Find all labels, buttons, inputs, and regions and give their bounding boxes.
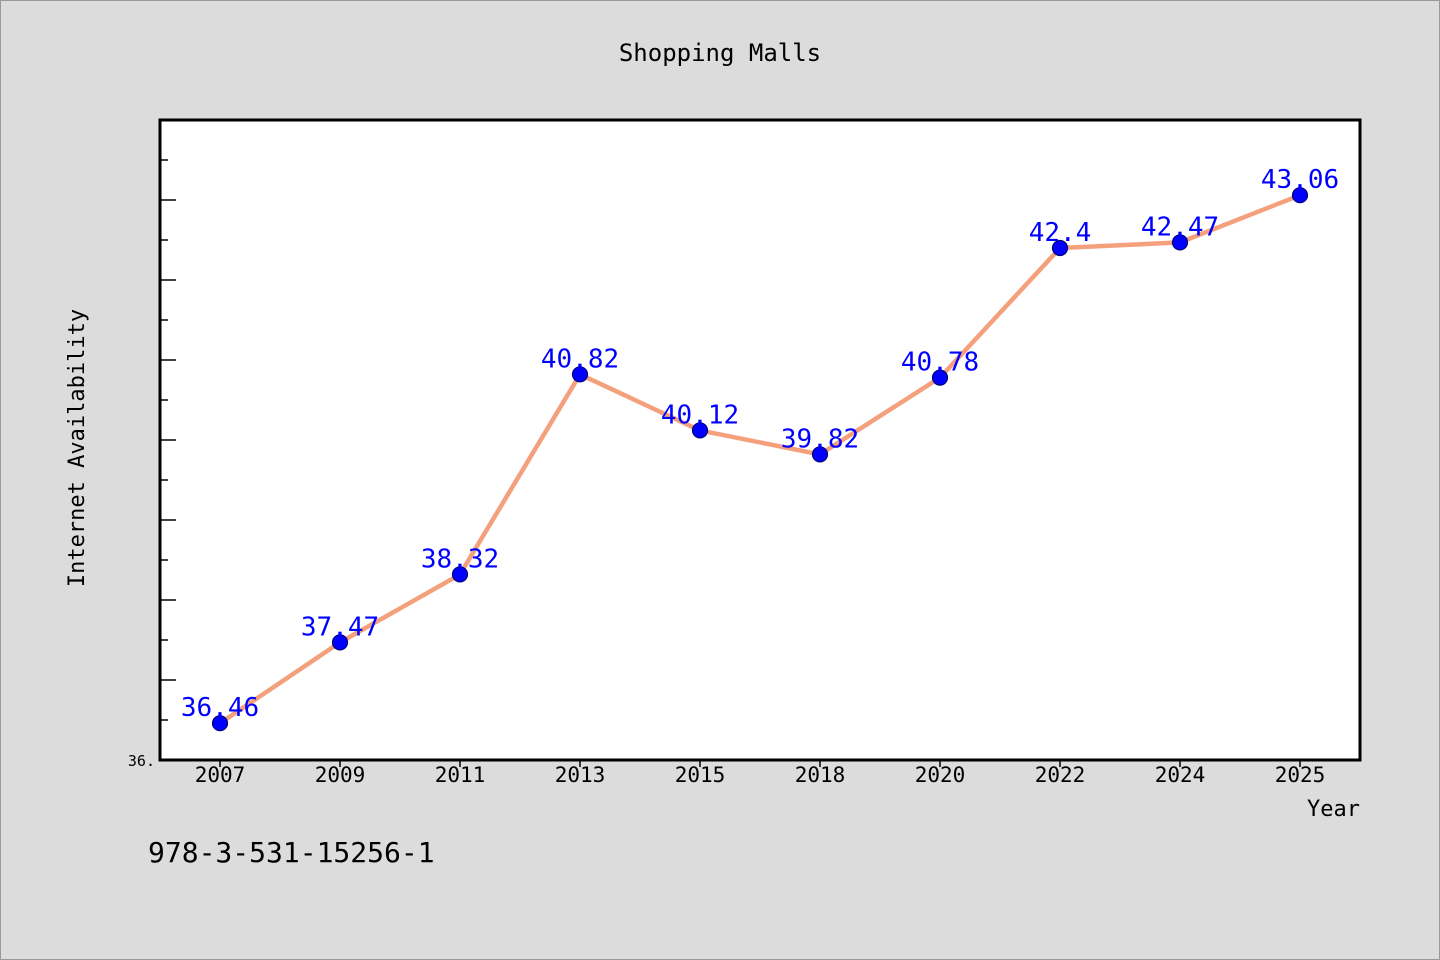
data-label: 42.4 [1029,218,1092,248]
data-label: 43.06 [1261,165,1339,195]
data-markers [211,187,1309,732]
data-point [571,366,589,383]
y-tick-label: 36. [128,752,155,770]
x-tick-label: 2024 [1155,763,1206,787]
x-tick-label: 2009 [315,763,366,787]
data-label: 40.78 [901,348,979,378]
chart-title: Shopping Malls [619,39,821,67]
data-point [331,634,349,651]
data-point [931,369,949,386]
plot-area [160,120,1360,760]
data-point [1051,239,1069,257]
x-tick-label: 2025 [1275,763,1326,787]
x-axis-ticks: 2007 2009 2011 2013 2015 2018 2020 2022 2024 2025 [195,760,1326,787]
data-label: 40.12 [661,400,739,430]
data-label: 40.82 [541,344,619,374]
data-point [691,422,709,439]
series-line [217,192,1303,726]
data-point [451,566,469,583]
data-point [211,715,229,732]
data-label: 42.47 [1141,212,1219,242]
data-label: 36.46 [181,693,259,723]
x-axis-label: Year [1307,797,1360,822]
data-label: 37.47 [301,612,379,642]
x-tick-label: 2011 [435,763,486,787]
plot-border [158,118,1362,762]
x-tick-label: 2022 [1035,763,1086,787]
footer-code: 978-3-531-15256-1 [148,836,435,869]
data-point [811,446,829,463]
x-tick-label: 2020 [915,763,966,787]
data-point [1291,187,1309,204]
data-label: 38.32 [421,544,499,574]
data-labels: 36.46 37.47 38.32 40.82 40.12 39.82 40.78 42.4 4… [181,165,1339,723]
series-line-group [217,192,1303,726]
x-tick-label: 2018 [795,763,846,787]
y-axis-label: Internet Availability [65,309,90,587]
x-tick-label: 2015 [675,763,726,787]
data-label: 39.82 [781,424,859,454]
x-tick-label: 2013 [555,763,606,787]
x-tick-label: 2007 [195,763,246,787]
data-point [1171,234,1189,251]
